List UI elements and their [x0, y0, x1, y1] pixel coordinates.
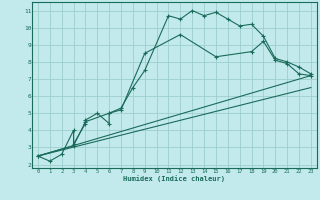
X-axis label: Humidex (Indice chaleur): Humidex (Indice chaleur): [124, 175, 225, 182]
